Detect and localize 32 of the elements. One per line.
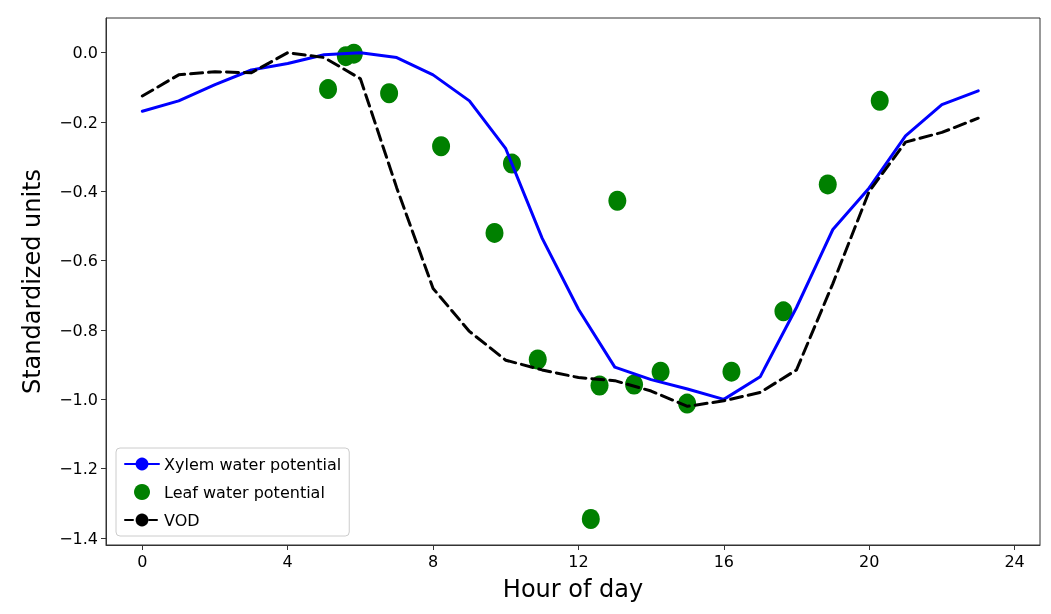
x-tick-label: 16 bbox=[713, 551, 734, 571]
x-tick-label: 20 bbox=[859, 551, 880, 571]
point bbox=[608, 190, 627, 211]
y-tick-label: −1.0 bbox=[59, 389, 98, 409]
point bbox=[528, 349, 547, 370]
point bbox=[774, 301, 793, 322]
x-tick-label: 4 bbox=[282, 551, 293, 571]
y-tick-label: 0.0 bbox=[72, 43, 98, 63]
x-tick-label: 12 bbox=[568, 551, 589, 571]
legend-label: Leaf water potential bbox=[164, 482, 325, 502]
point bbox=[818, 174, 837, 195]
y-tick-label: −0.2 bbox=[59, 112, 98, 132]
y-tick-label: −0.8 bbox=[59, 320, 98, 340]
point bbox=[432, 136, 451, 157]
point bbox=[722, 361, 741, 382]
point bbox=[485, 222, 504, 243]
y-tick-label: −1.4 bbox=[59, 528, 98, 548]
point bbox=[319, 79, 338, 100]
x-axis-title: Hour of day bbox=[502, 575, 644, 603]
x-tick-label: 8 bbox=[427, 551, 439, 571]
legend-label: Xylem water potential bbox=[164, 454, 342, 474]
point bbox=[651, 361, 670, 382]
y-tick-label: −0.4 bbox=[59, 181, 98, 201]
point bbox=[870, 90, 889, 111]
y-axis-title: Standardized units bbox=[18, 168, 46, 395]
y-tick-label: −0.6 bbox=[59, 251, 98, 271]
x-tick-label: 24 bbox=[1004, 551, 1025, 571]
point bbox=[380, 83, 399, 104]
point bbox=[581, 509, 600, 529]
x-tick-label: 0 bbox=[137, 551, 148, 571]
legend-label: VOD bbox=[164, 510, 200, 530]
y-tick-label: −1.2 bbox=[59, 459, 98, 479]
